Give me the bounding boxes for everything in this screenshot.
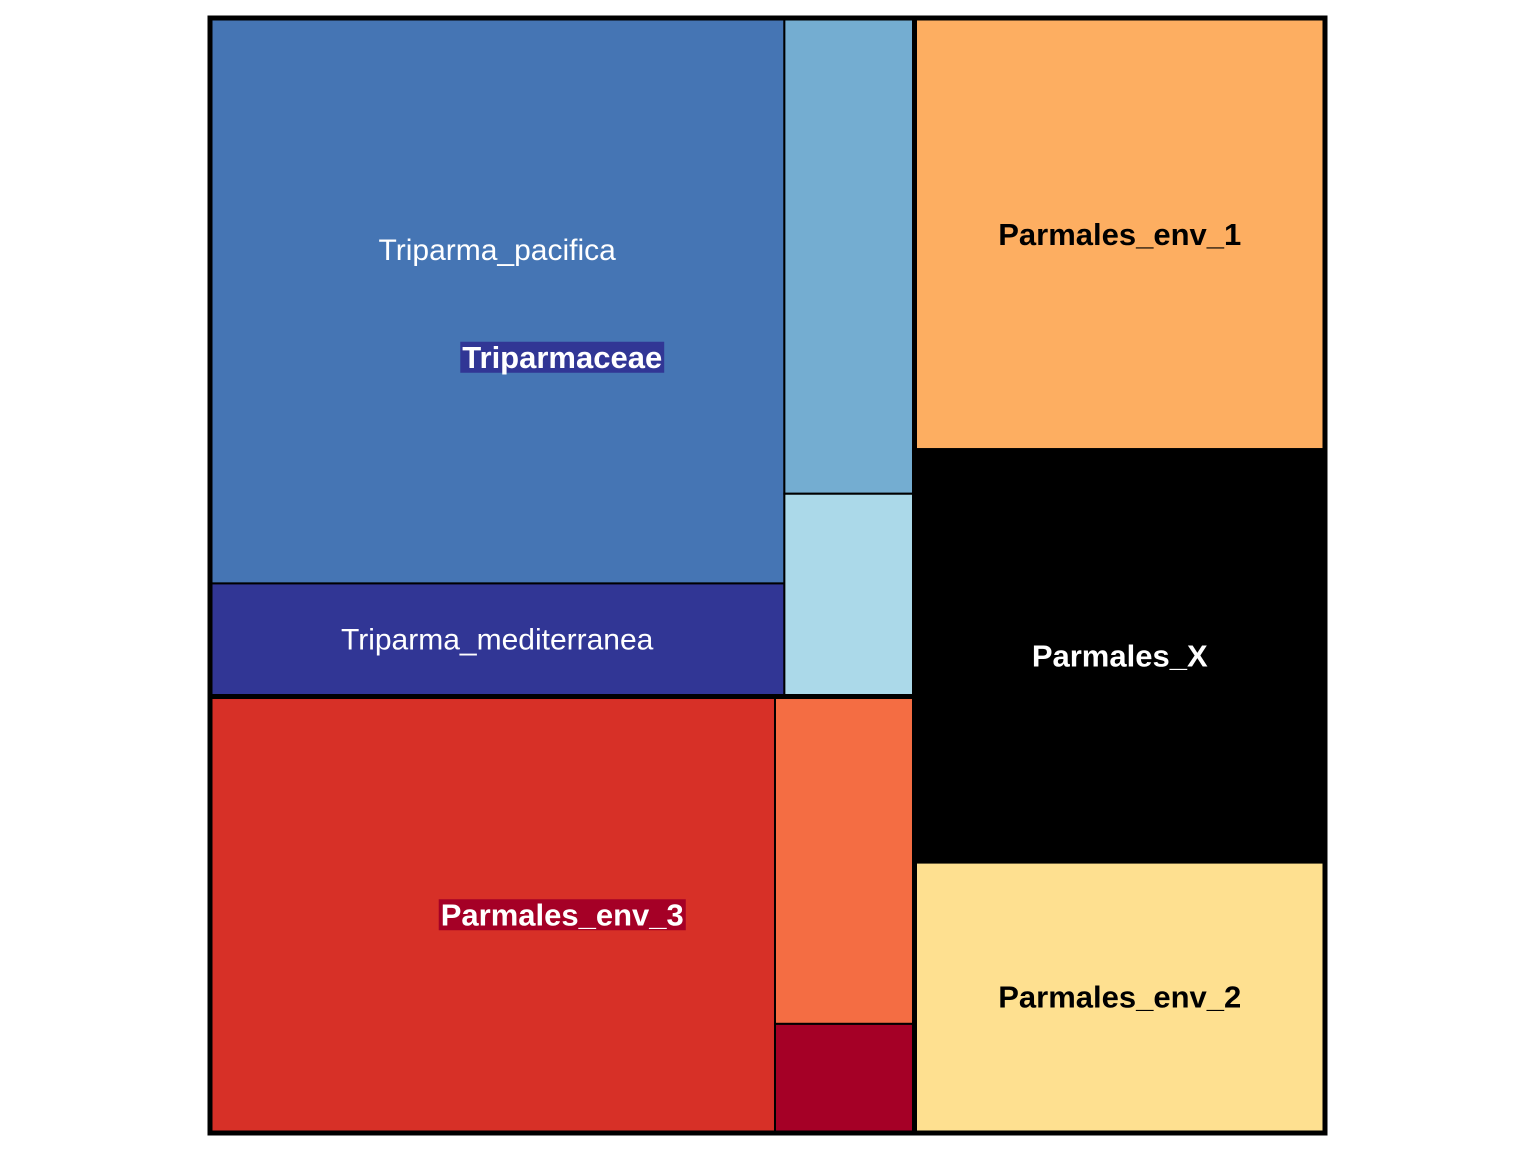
group-label-parmales-env-2: Parmales_env_2 <box>998 980 1241 1015</box>
group-border-parmales-env-2 <box>911 858 1328 1136</box>
treemap-tile-unlabeled-3 <box>773 695 916 1025</box>
group-label-parmales-env-3: Parmales_env_3 <box>441 897 684 932</box>
group-label-bg-triparmaceae <box>460 341 665 373</box>
treemap-tile-unlabeled-4 <box>773 1022 916 1135</box>
treemap-tile-unlabeled-1 <box>783 17 916 495</box>
treemap-tile-parmales-env-2 <box>913 860 1327 1134</box>
group-label-parmales-env-1: Parmales_env_1 <box>998 217 1241 252</box>
leaf-label-triparma-mediterranea: Triparma_mediterranea <box>341 623 654 656</box>
treemap-tile-parmales-x <box>913 449 1327 863</box>
group-label-parmales-x: Parmales_X <box>1032 638 1208 673</box>
group-label-triparmaceae: Triparmaceae <box>462 340 662 375</box>
leaf-label-triparma-pacifica: Triparma_pacifica <box>379 234 617 267</box>
treemap-tile-triparma-mediterranea <box>209 582 786 698</box>
treemap-tile-unlabeled-2 <box>783 492 916 698</box>
treemap-tile-triparma-pacifica <box>209 17 786 585</box>
group-label-bg-parmales-env-3 <box>438 899 686 931</box>
